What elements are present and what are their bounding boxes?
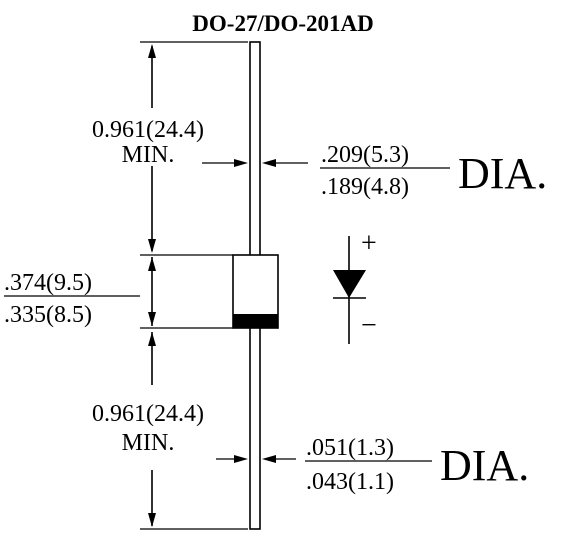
lead-diameter-min: .043(1.1)	[306, 469, 394, 495]
body-diameter-unit: DIA.	[458, 149, 547, 198]
package-title: DO-27/DO-201AD	[192, 11, 373, 36]
polarity-plus: +	[361, 228, 377, 259]
body-length-max: .374(9.5)	[4, 270, 92, 296]
body-diameter-min: .189(4.8)	[321, 174, 409, 200]
bottom-lead	[249, 327, 261, 530]
lead-diameter-unit: DIA.	[440, 441, 529, 490]
top-lead-length-value: 0.961(24.4)	[92, 117, 204, 143]
cathode-band	[233, 314, 278, 328]
polarity-minus: −	[361, 310, 377, 341]
body-length-dimension	[140, 254, 233, 329]
bottom-lead-length-dimension	[140, 332, 248, 530]
diode-symbol	[333, 236, 366, 344]
lead-diameter-max: .051(1.3)	[306, 435, 394, 461]
top-lead	[249, 41, 261, 257]
top-lead-length-note: MIN.	[122, 142, 175, 168]
body-length-min: .335(8.5)	[4, 302, 92, 328]
top-lead-length-dimension	[140, 41, 248, 253]
lead-diameter-dimension	[216, 455, 296, 463]
body-diameter-dimension	[202, 159, 308, 167]
bottom-lead-length-value: 0.961(24.4)	[92, 401, 204, 427]
body-diameter-max: .209(5.3)	[321, 142, 409, 168]
bottom-lead-length-note: MIN.	[122, 430, 175, 456]
